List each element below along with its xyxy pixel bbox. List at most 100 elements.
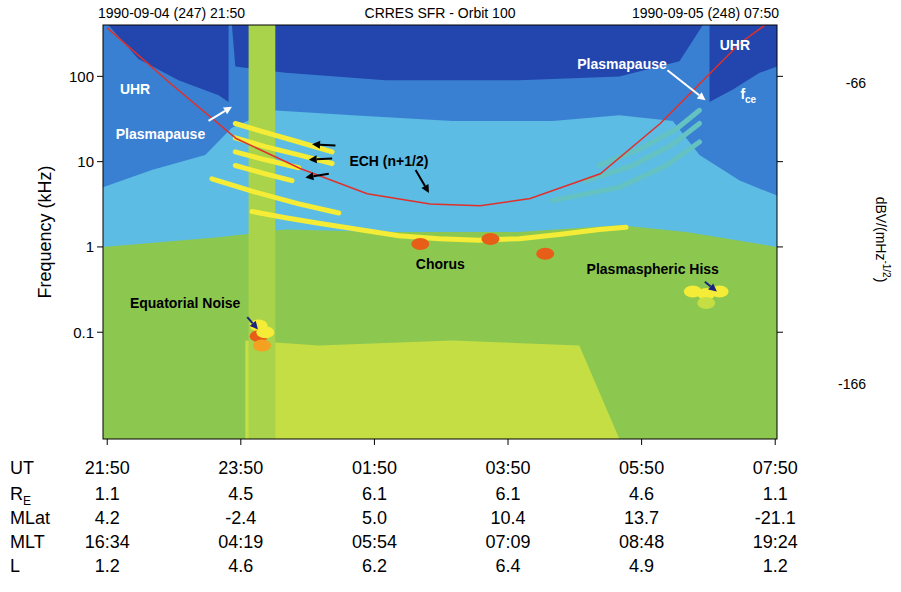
y-tick-label: 1 <box>86 238 94 255</box>
y-tick <box>97 332 103 333</box>
row-label: MLT <box>10 532 45 552</box>
emission-band <box>553 142 700 201</box>
x-tick <box>107 439 108 445</box>
annotation: UHR <box>120 81 150 97</box>
spectral-region <box>103 25 777 247</box>
arrow-line <box>705 282 711 287</box>
chart: 21:5023:5001:5003:5005:5007:50UT0.111010… <box>0 0 901 592</box>
emission-band <box>235 166 292 181</box>
start-label: 1990-09-04 (247) 21:50 <box>98 5 245 21</box>
spectral-region <box>249 25 276 439</box>
spectral-region <box>103 25 777 196</box>
y-tick <box>97 246 103 247</box>
row-value: 07:09 <box>485 532 530 552</box>
arrow-line <box>320 144 335 147</box>
colorbar-label-suffix: ) <box>873 278 889 283</box>
row-value: 4.5 <box>228 484 253 504</box>
arrow-head <box>697 92 706 100</box>
emission-band <box>252 212 626 241</box>
end-label: 1990-09-05 (248) 07:50 <box>632 5 779 21</box>
colorbar-tick-label: -166 <box>838 376 866 392</box>
emission-spot <box>411 238 429 250</box>
arrow-head <box>223 107 232 115</box>
row-label: L <box>10 556 20 576</box>
emission-spot <box>481 233 499 245</box>
y-tick <box>777 161 783 162</box>
title: CRRES SFR - Orbit 100 <box>365 5 516 21</box>
x-tick-label: 21:50 <box>85 458 130 478</box>
annotation: Plasmapause <box>577 56 667 72</box>
annotation-subscript: ce <box>745 94 757 105</box>
x-tick-label: 05:50 <box>619 458 664 478</box>
spectral-region <box>232 25 703 80</box>
y-tick <box>97 76 103 77</box>
row-label: MLat <box>10 508 50 528</box>
arrow-head <box>708 283 717 291</box>
emission-spot <box>256 326 274 338</box>
arrow-head <box>422 184 429 193</box>
row-value: -2.4 <box>225 508 256 528</box>
row-label-text: R <box>10 484 23 504</box>
arrow-head <box>305 172 314 180</box>
emission-band <box>235 152 298 168</box>
annotation-text: UHR <box>720 37 750 53</box>
y-tick-label: 100 <box>69 68 94 85</box>
arrow-line <box>416 170 425 186</box>
colorbar-label-text: dBV/(mHz <box>873 197 889 261</box>
x-tick <box>240 439 241 445</box>
arrow-head <box>309 155 317 163</box>
row-value: 05:54 <box>352 532 397 552</box>
emission-band <box>235 124 332 152</box>
annotation-text: Chorus <box>416 256 465 272</box>
annotation: UHR <box>720 37 750 53</box>
row-label: RE <box>10 484 31 508</box>
annotation-text: ECH (n+1/2) <box>349 153 428 169</box>
colorbar-label-sup: -1/2 <box>881 260 892 278</box>
emission-band <box>235 138 332 164</box>
arrow-line <box>317 157 332 160</box>
spectral-region <box>108 25 228 102</box>
row-value: 6.1 <box>496 484 521 504</box>
y-tick <box>97 161 103 162</box>
x-tick <box>641 439 642 445</box>
row-value: 13.7 <box>624 508 659 528</box>
row-value: 5.0 <box>362 508 387 528</box>
row-value: 10.4 <box>490 508 525 528</box>
fce-line <box>107 25 765 206</box>
x-tick <box>508 439 509 445</box>
colorbar-label: dBV/(mHz-1/2) <box>873 197 892 283</box>
row-value: 16:34 <box>85 532 130 552</box>
annotation: Plasmaspheric Hiss <box>587 261 720 277</box>
y-tick-label: 0.1 <box>73 324 94 341</box>
emission-spot <box>536 248 554 260</box>
y-tick <box>777 332 783 333</box>
arrow-line <box>313 174 328 177</box>
row-value: 6.2 <box>362 556 387 576</box>
arrow-head <box>312 141 320 149</box>
x-tick <box>374 439 375 445</box>
y-label: Frequency (kHz) <box>35 165 55 298</box>
emission-spot <box>697 297 715 309</box>
annotation-text: Plasmapause <box>116 126 206 142</box>
row-value: -21.1 <box>755 508 796 528</box>
emission-band <box>212 179 339 213</box>
annotation: ECH (n+1/2) <box>349 153 428 169</box>
x-tick-label: 23:50 <box>218 458 263 478</box>
x-tick-label: 01:50 <box>352 458 397 478</box>
annotation-text: UHR <box>120 81 150 97</box>
x-tick-label: 07:50 <box>753 458 798 478</box>
row-value: 4.9 <box>629 556 654 576</box>
y-tick <box>777 246 783 247</box>
row-label-text: L <box>10 556 20 576</box>
annotation-text: Equatorial Noise <box>130 295 241 311</box>
spectral-region <box>103 25 777 439</box>
annotation: Plasmapause <box>116 126 206 142</box>
annotation-text: Plasmaspheric Hiss <box>587 261 720 277</box>
row-value: 6.1 <box>362 484 387 504</box>
row-value: 4.2 <box>95 508 120 528</box>
row-value: 1.2 <box>763 556 788 576</box>
arrow-head <box>250 321 258 330</box>
emission-spot <box>253 339 271 351</box>
row-value: 1.2 <box>95 556 120 576</box>
row-label-text: MLT <box>10 532 45 552</box>
